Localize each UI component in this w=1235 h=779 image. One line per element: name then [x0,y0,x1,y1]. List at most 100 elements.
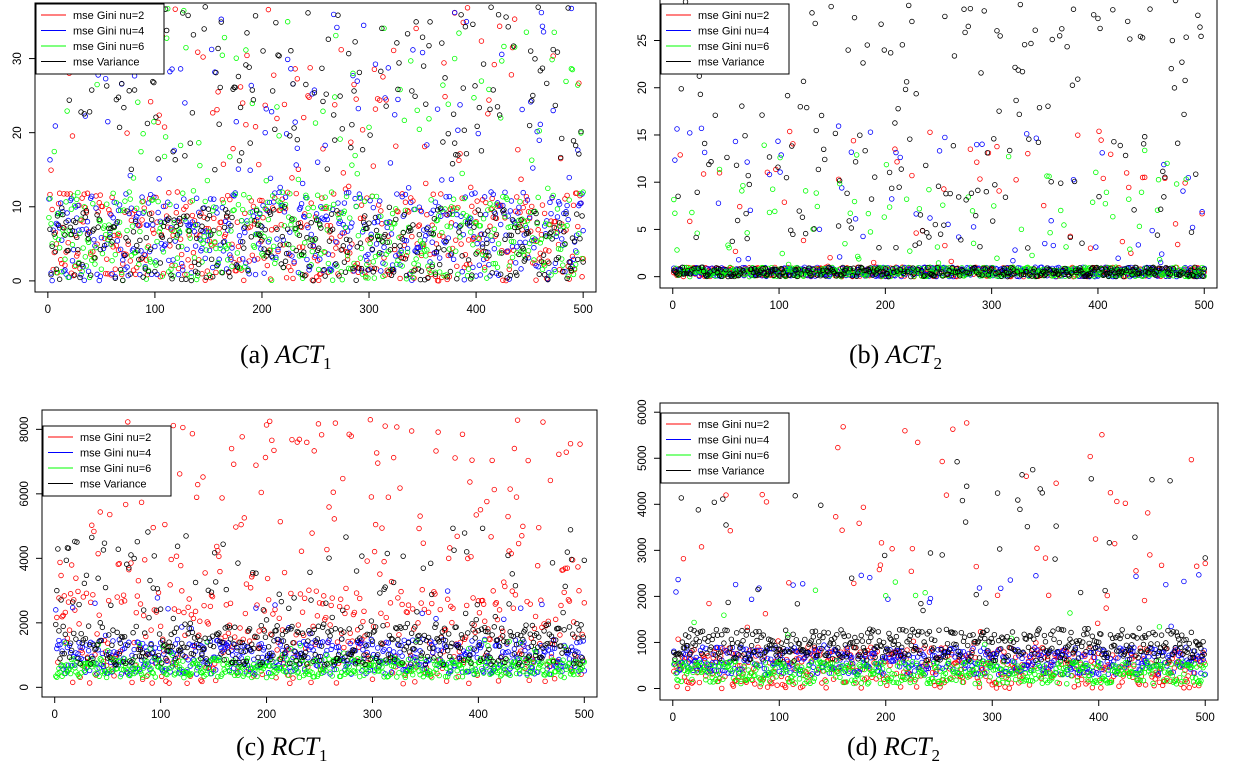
data-point [443,678,450,684]
data-point [52,248,59,255]
data-point [571,238,578,244]
data-point [368,231,374,238]
data-point [835,123,842,129]
data-point [76,621,82,627]
data-point [735,257,742,263]
data-point [262,205,268,212]
caption-b: (b) ACT2 [849,340,943,374]
data-point [130,175,137,181]
data-point [383,614,389,621]
data-point [324,546,330,553]
data-point [533,277,539,283]
x-tick-label: 500 [574,304,593,316]
x-tick-label: 100 [769,300,788,312]
data-point [412,679,418,685]
data-point [265,216,272,223]
data-point [457,223,463,229]
data-point [550,107,556,114]
data-point [517,209,523,216]
data-point [220,161,227,167]
data-point [171,217,177,223]
data-point [413,19,419,25]
data-point [297,591,304,597]
data-point [277,199,283,206]
data-point [576,230,582,237]
data-point [1087,270,1094,277]
data-point [128,166,135,173]
data-point [319,195,325,201]
data-point [785,261,792,268]
data-point [405,185,412,191]
data-point [148,216,155,223]
data-point [144,244,151,251]
data-point [836,254,843,260]
data-point [458,12,464,18]
data-point [959,265,965,271]
data-point [97,246,104,253]
data-point [235,166,242,172]
data-point [92,600,98,606]
data-point [459,170,465,177]
x-tick-label: 100 [145,304,164,316]
data-point [114,238,121,244]
data-point [347,237,353,243]
data-point [441,60,447,66]
data-point [108,272,114,278]
data-point [1150,264,1156,271]
data-point [191,255,198,261]
data-point [976,271,982,277]
data-point [494,264,501,271]
data-point [1018,272,1025,278]
data-point [474,672,481,678]
data-point [235,73,242,80]
data-point [1172,221,1179,227]
data-point [316,277,322,284]
data-point [220,239,227,245]
x-tick-label: 400 [1088,300,1107,312]
data-point [1136,223,1143,230]
data-point [510,43,517,49]
data-point [1019,68,1026,75]
data-point [895,105,901,112]
data-point [578,128,584,135]
data-point [138,499,145,506]
data-point [104,83,110,89]
data-point [341,230,348,236]
data-point [280,237,287,243]
data-point [233,261,239,268]
data-point [98,234,105,241]
data-point [484,240,490,246]
data-point [126,189,132,195]
data-point [201,602,207,609]
data-point [294,76,300,82]
data-point [262,102,268,109]
data-point [389,210,396,217]
data-point [223,213,230,219]
data-point [251,656,257,663]
data-point [355,105,362,112]
data-point [138,148,144,155]
data-point [522,239,529,245]
data-point [221,224,228,231]
data-point [102,231,109,238]
data-point [889,196,895,202]
data-point [276,53,282,59]
data-point [328,646,334,653]
data-point [97,192,104,198]
data-point [478,38,485,44]
data-point [240,636,246,643]
data-point [156,176,162,182]
data-point [268,631,274,637]
data-point [745,255,751,262]
data-point [784,92,791,99]
data-point [424,247,430,253]
data-point [210,274,216,280]
data-point [913,230,919,236]
data-point [1139,174,1146,181]
data-point [1191,264,1198,271]
data-point [474,654,481,661]
data-point [402,256,409,262]
data-point [867,265,874,271]
data-point [491,226,497,233]
data-point [697,91,704,98]
